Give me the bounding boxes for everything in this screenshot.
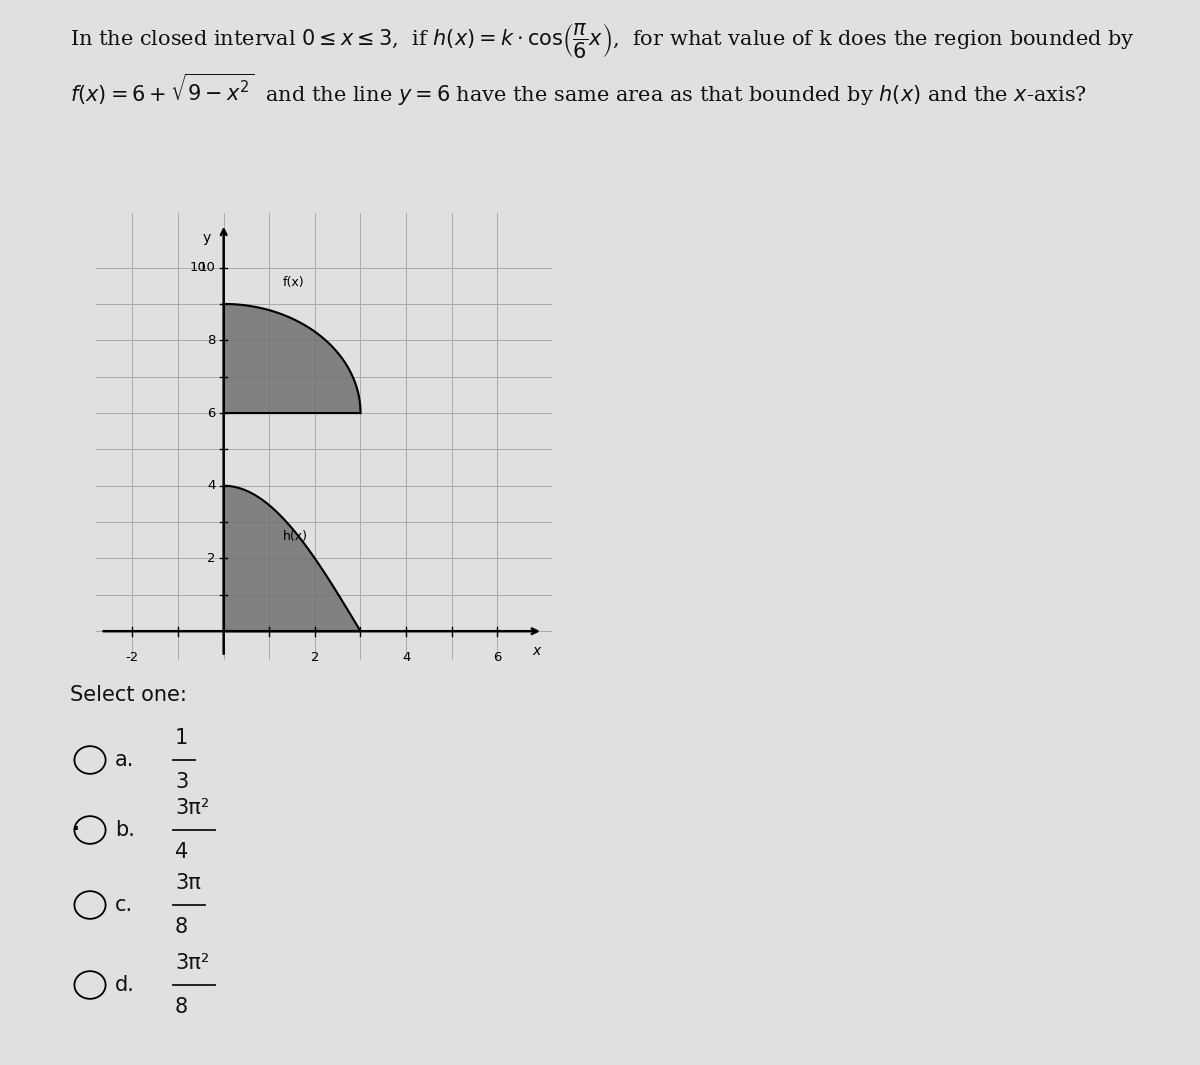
Text: 3π: 3π — [175, 873, 200, 892]
Text: b.: b. — [115, 820, 134, 840]
Text: x: x — [532, 644, 540, 658]
Text: f(x): f(x) — [283, 276, 305, 289]
Text: h(x): h(x) — [283, 530, 308, 543]
Text: 8: 8 — [175, 997, 188, 1017]
Text: 8: 8 — [175, 917, 188, 937]
Text: 10: 10 — [190, 261, 206, 274]
Text: c.: c. — [115, 895, 133, 915]
Text: -2: -2 — [126, 651, 139, 665]
Text: 3π²: 3π² — [175, 953, 209, 973]
Text: In the closed interval $0 \leq x \leq 3$,  if $h(x) = k \cdot \cos\!\left(\dfrac: In the closed interval $0 \leq x \leq 3$… — [70, 20, 1135, 60]
Text: 4: 4 — [175, 842, 188, 862]
Text: 4: 4 — [402, 651, 410, 665]
Text: a.: a. — [115, 750, 134, 770]
Text: d.: d. — [115, 974, 134, 995]
Text: 4: 4 — [208, 479, 216, 492]
Text: $f(x) = 6 + \sqrt{9-x^2}$  and the line $y = 6$ have the same area as that bound: $f(x) = 6 + \sqrt{9-x^2}$ and the line $… — [70, 71, 1087, 109]
Text: 6: 6 — [493, 651, 502, 665]
Text: Select one:: Select one: — [70, 685, 187, 705]
Text: 2: 2 — [206, 552, 216, 564]
Text: 3: 3 — [175, 772, 188, 792]
Text: y: y — [203, 231, 210, 245]
Text: 8: 8 — [208, 333, 216, 347]
Text: 3π²: 3π² — [175, 798, 209, 818]
Text: 10: 10 — [198, 261, 216, 274]
Text: 2: 2 — [311, 651, 319, 665]
Text: 1: 1 — [175, 728, 188, 748]
Text: 6: 6 — [208, 407, 216, 420]
Text: ·: · — [72, 816, 80, 843]
